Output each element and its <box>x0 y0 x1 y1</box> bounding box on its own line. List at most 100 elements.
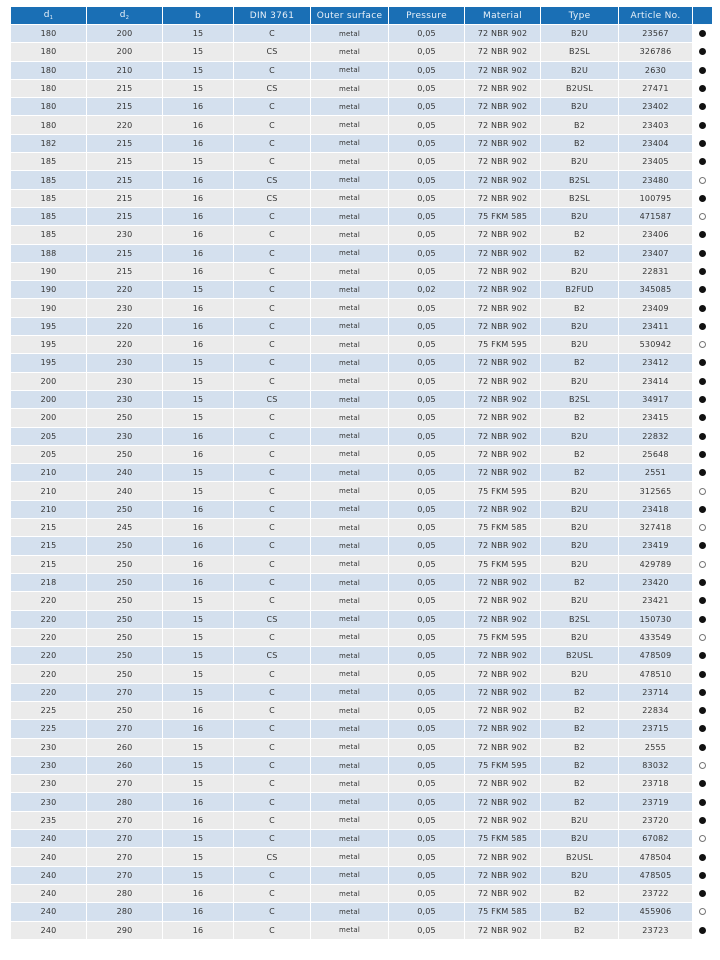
cell-article-no: 478510 <box>618 664 693 684</box>
cell-pressure: 0,05 <box>388 810 465 831</box>
header-availability <box>692 6 713 25</box>
cell-article-no: 433549 <box>618 627 693 648</box>
cell-outer-surface: metal <box>310 280 389 300</box>
cell-material: 72 NBR 902 <box>464 920 541 940</box>
filled-circle-icon <box>699 926 706 934</box>
cell-type: B2U <box>540 335 619 355</box>
filled-circle-icon <box>699 579 706 587</box>
cell-availability <box>692 353 713 373</box>
cell-availability <box>692 737 713 757</box>
cell-availability <box>692 426 713 446</box>
cell-article-no: 23720 <box>618 810 693 831</box>
cell-d1: 190 <box>10 261 87 282</box>
header-label: Article No. <box>630 10 681 21</box>
cell-material: 72 NBR 902 <box>464 316 541 337</box>
cell-b: 15 <box>162 280 234 300</box>
cell-din-3761: CS <box>233 78 311 99</box>
cell-d1: 180 <box>10 60 87 80</box>
cell-d1: 230 <box>10 792 87 812</box>
cell-d1: 220 <box>10 682 87 702</box>
cell-d1: 180 <box>10 23 87 44</box>
filled-circle-icon <box>699 359 706 367</box>
cell-d2: 220 <box>86 316 163 337</box>
cell-b: 16 <box>162 225 234 245</box>
cell-type: B2 <box>540 408 619 428</box>
header-outer-surface: Outer surface <box>310 6 389 25</box>
cell-b: 16 <box>162 115 234 135</box>
cell-availability <box>692 97 713 117</box>
cell-material: 75 FKM 585 <box>464 902 541 922</box>
cell-outer-surface: metal <box>310 774 389 794</box>
cell-availability <box>692 481 713 501</box>
cell-material: 72 NBR 902 <box>464 152 541 172</box>
cell-pressure: 0,05 <box>388 481 465 501</box>
cell-type: B2U <box>540 536 619 556</box>
filled-circle-icon <box>699 139 706 147</box>
cell-outer-surface: metal <box>310 206 389 227</box>
cell-b: 15 <box>162 646 234 666</box>
cell-b: 15 <box>162 627 234 648</box>
cell-article-no: 312565 <box>618 481 693 501</box>
cell-article-no: 2555 <box>618 737 693 757</box>
empty-circle-icon <box>699 633 706 641</box>
cell-b: 15 <box>162 591 234 611</box>
cell-material: 72 NBR 902 <box>464 737 541 757</box>
cell-type: B2 <box>540 115 619 135</box>
cell-d1: 220 <box>10 646 87 666</box>
cell-type: B2U <box>540 499 619 520</box>
filled-circle-icon <box>699 798 706 806</box>
cell-pressure: 0,05 <box>388 298 465 318</box>
cell-b: 15 <box>162 389 234 410</box>
cell-pressure: 0,05 <box>388 920 465 940</box>
header-label: Pressure <box>406 10 447 21</box>
cell-pressure: 0,05 <box>388 682 465 702</box>
cell-availability <box>692 371 713 391</box>
cell-outer-surface: metal <box>310 152 389 172</box>
header-pressure: Pressure <box>388 6 465 25</box>
cell-d1: 210 <box>10 481 87 501</box>
cell-material: 72 NBR 902 <box>464 23 541 44</box>
cell-pressure: 0,05 <box>388 60 465 80</box>
cell-availability <box>692 829 713 849</box>
cell-d1: 230 <box>10 774 87 794</box>
cell-type: B2U <box>540 261 619 282</box>
cell-article-no: 27471 <box>618 78 693 99</box>
cell-b: 15 <box>162 865 234 885</box>
cell-pressure: 0,05 <box>388 902 465 922</box>
cell-type: B2 <box>540 902 619 922</box>
cell-b: 15 <box>162 664 234 684</box>
cell-din-3761: C <box>233 810 311 831</box>
cell-availability <box>692 536 713 556</box>
product-table: d1 d2 b DIN 3761 Outer surface Pressure Materi… <box>10 6 713 940</box>
cell-d2: 215 <box>86 152 163 172</box>
cell-type: B2USL <box>540 78 619 99</box>
header-label: d <box>119 10 126 20</box>
cell-d1: 220 <box>10 609 87 629</box>
cell-pressure: 0,05 <box>388 170 465 190</box>
cell-outer-surface: metal <box>310 170 389 190</box>
cell-availability <box>692 646 713 666</box>
cell-d2: 220 <box>86 280 163 300</box>
cell-article-no: 478505 <box>618 865 693 885</box>
cell-material: 75 FKM 585 <box>464 518 541 538</box>
empty-circle-icon <box>699 908 706 916</box>
cell-d2: 280 <box>86 902 163 922</box>
cell-pressure: 0,05 <box>388 371 465 391</box>
cell-availability <box>692 700 713 721</box>
cell-d1: 218 <box>10 572 87 593</box>
filled-circle-icon <box>699 231 706 239</box>
filled-circle-icon <box>699 871 706 879</box>
cell-d2: 245 <box>86 518 163 538</box>
cell-d1: 190 <box>10 280 87 300</box>
cell-d2: 250 <box>86 499 163 520</box>
cell-outer-surface: metal <box>310 408 389 428</box>
cell-article-no: 23403 <box>618 115 693 135</box>
cell-availability <box>692 591 713 611</box>
